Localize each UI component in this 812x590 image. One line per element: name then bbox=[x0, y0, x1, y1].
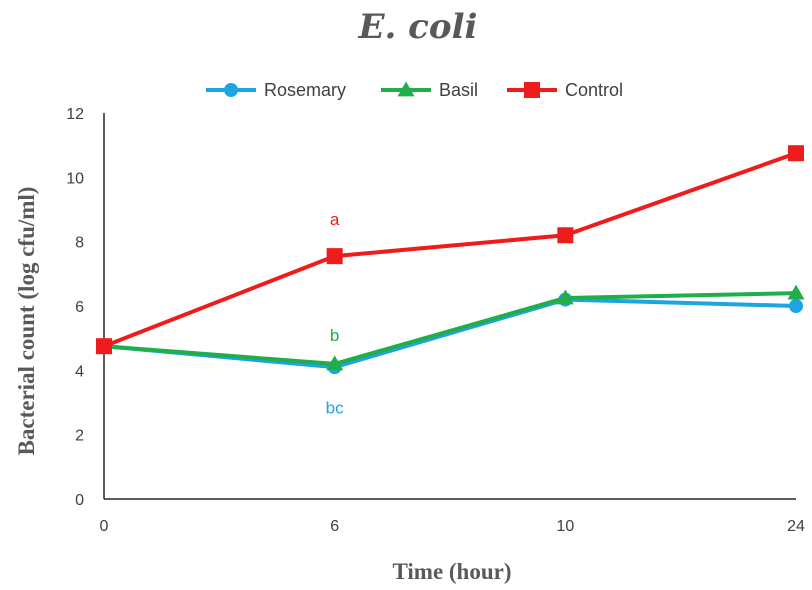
data-point-basil bbox=[556, 289, 574, 305]
legend-label-control: Control bbox=[565, 80, 623, 100]
x-tick-label: 6 bbox=[330, 518, 339, 535]
y-tick-label: 12 bbox=[66, 106, 84, 123]
data-point-rosemary bbox=[789, 299, 803, 313]
legend-label-rosemary: Rosemary bbox=[264, 80, 346, 100]
legend-item-basil: Basil bbox=[381, 80, 478, 100]
y-tick-label: 2 bbox=[75, 428, 84, 445]
legend-marker-control bbox=[524, 82, 540, 98]
y-tick-label: 8 bbox=[75, 235, 84, 252]
data-point-basil bbox=[787, 284, 805, 300]
series-line-rosemary bbox=[103, 297, 797, 370]
annotation-label: bc bbox=[326, 398, 344, 417]
annotation-label: a bbox=[330, 210, 340, 229]
y-tick-label: 4 bbox=[75, 363, 84, 380]
series-group bbox=[95, 145, 805, 375]
series-control bbox=[96, 145, 804, 355]
legend-item-control: Control bbox=[507, 80, 623, 100]
annotation-label: b bbox=[330, 326, 339, 345]
data-point-control bbox=[788, 145, 804, 162]
data-point-control bbox=[96, 338, 112, 355]
legend-label-basil: Basil bbox=[439, 80, 478, 100]
legend-item-rosemary: Rosemary bbox=[206, 80, 346, 100]
legend-marker-basil bbox=[397, 81, 415, 97]
x-axis-title: Time (hour) bbox=[392, 559, 511, 584]
legend-marker-rosemary bbox=[224, 83, 238, 97]
y-tick-label: 10 bbox=[66, 170, 84, 187]
series-line-basil bbox=[103, 291, 797, 366]
y-tick-label: 0 bbox=[75, 492, 84, 509]
y-tick-label: 6 bbox=[75, 299, 84, 316]
data-point-control bbox=[326, 248, 343, 265]
x-tick-labels: 0 6 10 24 bbox=[100, 518, 805, 535]
series-line-control bbox=[103, 151, 797, 349]
annotations: a b bc bbox=[326, 210, 344, 417]
data-point-control bbox=[557, 227, 574, 244]
data-point-basil bbox=[326, 355, 344, 371]
y-axis-title: Bacterial count (log cfu/ml) bbox=[14, 187, 39, 456]
series-basil bbox=[95, 284, 805, 371]
legend: Rosemary Basil Control bbox=[206, 80, 623, 100]
chart-title: E. coli bbox=[358, 7, 478, 47]
y-tick-labels: 0 2 4 6 8 10 12 bbox=[66, 106, 84, 509]
x-tick-label: 0 bbox=[100, 518, 109, 535]
series-rosemary bbox=[97, 292, 803, 375]
x-tick-label: 24 bbox=[787, 518, 805, 535]
x-tick-label: 10 bbox=[556, 518, 574, 535]
